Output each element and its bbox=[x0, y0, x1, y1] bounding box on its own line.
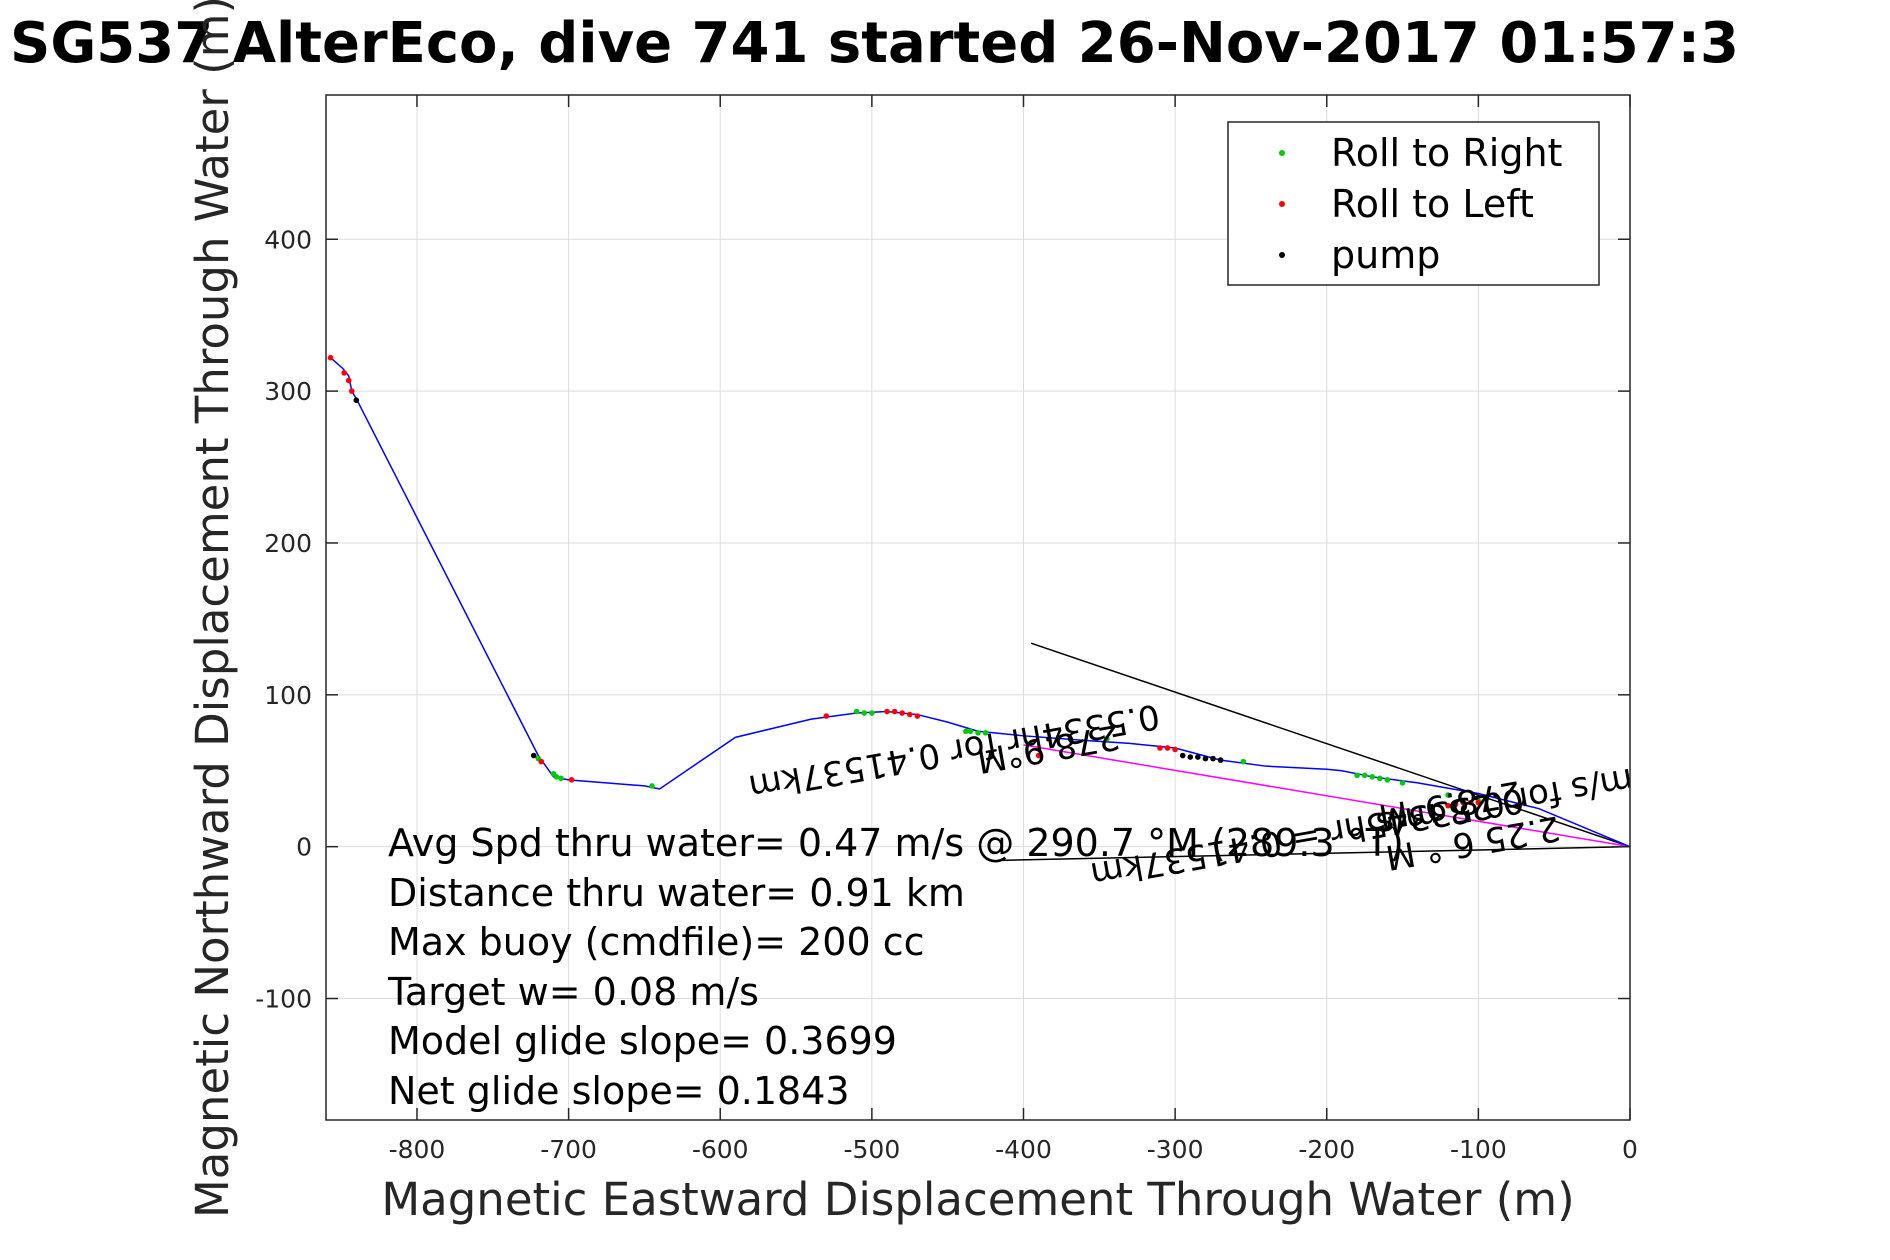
roll-left-point bbox=[914, 713, 921, 719]
roll-right-point bbox=[1445, 792, 1451, 798]
roll-right-point bbox=[1399, 780, 1406, 786]
y-tick-label: 400 bbox=[264, 225, 312, 254]
y-tick-label: -100 bbox=[255, 985, 312, 1014]
stat-avg-speed: Avg Spd thru water= 0.47 m/s @ 290.7 °M … bbox=[388, 821, 1404, 865]
current-series-line bbox=[1023, 744, 1630, 848]
roll-left-point bbox=[906, 711, 913, 718]
x-tick-label: -200 bbox=[1298, 1135, 1355, 1164]
roll-left-point bbox=[348, 388, 355, 394]
x-tick-label: 0 bbox=[1622, 1135, 1638, 1164]
stat-target-w: Target w= 0.08 m/s bbox=[387, 970, 759, 1014]
data-points bbox=[327, 354, 1482, 809]
axes-frame bbox=[325, 94, 1631, 1121]
stat-net-glide: Net glide slope= 0.1843 bbox=[388, 1069, 850, 1113]
pump-point bbox=[1217, 757, 1224, 763]
x-tick-label: -800 bbox=[389, 1135, 446, 1164]
reference-line bbox=[1000, 845, 1630, 862]
legend-label-pump: pump bbox=[1331, 233, 1440, 277]
legend-marker-roll-right bbox=[1279, 150, 1285, 156]
roll-left-point bbox=[1467, 799, 1474, 806]
roll-left-point bbox=[1164, 745, 1171, 751]
roll-right-point bbox=[1369, 774, 1376, 780]
roll-left-point bbox=[1035, 752, 1042, 759]
roll-left-point bbox=[1460, 799, 1467, 806]
roll-right-point bbox=[1354, 772, 1360, 779]
legend: Roll to Right Roll to Left pump bbox=[1227, 121, 1600, 286]
grid-horizontal bbox=[326, 238, 1630, 1000]
roll-right-point bbox=[982, 729, 989, 736]
pump-point bbox=[1195, 754, 1201, 760]
y-tick-label: 100 bbox=[264, 681, 312, 710]
x-tick-label: -600 bbox=[692, 1135, 749, 1164]
roll-left-point bbox=[1452, 801, 1459, 807]
roll-right-point bbox=[967, 728, 974, 735]
track-line bbox=[330, 357, 1630, 848]
pump-point bbox=[1202, 755, 1209, 762]
stat-max-buoy: Max buoy (cmdfile)= 200 cc bbox=[388, 920, 925, 964]
roll-right-point bbox=[853, 708, 860, 715]
roll-left-point bbox=[1475, 799, 1482, 806]
x-tick-label: -500 bbox=[843, 1135, 900, 1164]
roll-left-point bbox=[891, 708, 898, 715]
roll-right-point bbox=[649, 783, 655, 789]
x-tick-label: -100 bbox=[1450, 1135, 1507, 1164]
roll-left-point bbox=[568, 777, 575, 783]
stats-block: Avg Spd thru water= 0.47 m/s @ 290.7 °M … bbox=[387, 821, 1404, 1113]
pump-point bbox=[1210, 755, 1216, 762]
roll-left-point bbox=[1445, 802, 1451, 809]
y-tick-label: 200 bbox=[264, 529, 312, 558]
y-axis-label: Magnetic Northward Displacement Through … bbox=[186, 0, 239, 1218]
roll-left-point bbox=[899, 710, 905, 716]
pump-point bbox=[530, 752, 537, 759]
y-axis-ticks: -100 0 100 200 300 400 bbox=[255, 225, 1630, 1014]
reference-line bbox=[1030, 642, 1630, 848]
roll-right-point bbox=[1361, 772, 1368, 779]
legend-marker-pump bbox=[1279, 252, 1285, 258]
chart-title: SG537 AlterEco, dive 741 started 26-Nov-… bbox=[10, 11, 1739, 76]
roll-left-point bbox=[1172, 746, 1178, 753]
roll-right-point bbox=[1377, 775, 1383, 782]
roll-right-point bbox=[558, 775, 564, 782]
stat-model-glide: Model glide slope= 0.3699 bbox=[388, 1019, 897, 1063]
current-line bbox=[1023, 744, 1630, 848]
legend-box bbox=[1227, 121, 1600, 286]
roll-right-point bbox=[1240, 758, 1247, 765]
roll-left-point bbox=[1157, 745, 1163, 751]
roll-left-point bbox=[345, 377, 352, 384]
stat-distance: Distance thru water= 0.91 km bbox=[388, 871, 965, 915]
x-tick-label: -700 bbox=[540, 1135, 597, 1164]
roll-left-point bbox=[884, 708, 890, 715]
x-tick-label: -400 bbox=[995, 1135, 1052, 1164]
pump-point bbox=[353, 397, 360, 404]
track-series-line bbox=[330, 357, 1630, 848]
roll-right-point bbox=[975, 729, 981, 736]
pump-point bbox=[1179, 752, 1186, 759]
legend-label-roll-right: Roll to Right bbox=[1331, 131, 1562, 175]
roll-right-point bbox=[861, 710, 868, 716]
roll-right-point bbox=[1384, 777, 1391, 783]
roll-right-point bbox=[550, 770, 557, 777]
y-tick-label: 0 bbox=[296, 833, 312, 862]
legend-marker-roll-left bbox=[1279, 201, 1285, 207]
roll-right-point bbox=[1104, 736, 1110, 742]
roll-right-point bbox=[869, 710, 875, 716]
roll-left-point bbox=[327, 354, 334, 361]
roll-right-point bbox=[963, 728, 969, 735]
pump-point bbox=[1187, 754, 1194, 760]
roll-left-point bbox=[823, 713, 830, 719]
x-axis-label: Magnetic Eastward Displacement Through W… bbox=[381, 1173, 1574, 1226]
reference-lines bbox=[1000, 642, 1630, 862]
legend-label-roll-left: Roll to Left bbox=[1331, 182, 1534, 226]
roll-left-point bbox=[538, 758, 545, 765]
x-tick-label: -300 bbox=[1147, 1135, 1204, 1164]
x-axis-ticks: -800 -700 -600 -500 -400 -300 -200 -100 0 bbox=[389, 95, 1638, 1164]
y-tick-label: 300 bbox=[264, 377, 312, 406]
roll-left-point bbox=[341, 370, 347, 376]
